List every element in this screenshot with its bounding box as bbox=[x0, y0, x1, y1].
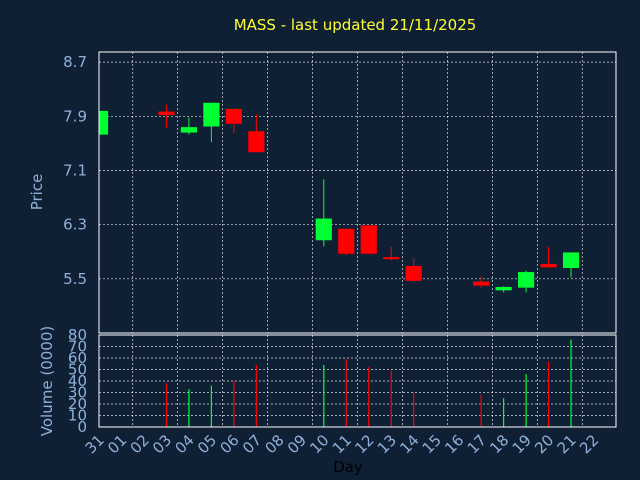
volume-grid bbox=[99, 335, 616, 427]
volume-bars bbox=[165, 339, 572, 427]
price-tick-label: 7.9 bbox=[63, 107, 87, 125]
price-grid bbox=[99, 52, 616, 333]
candle-body bbox=[383, 257, 400, 260]
candle-body bbox=[248, 131, 265, 153]
volume-tick-label: 60 bbox=[68, 349, 87, 367]
price-tick-label: 6.3 bbox=[63, 216, 87, 234]
price-tick-label: 7.1 bbox=[63, 161, 87, 179]
candle-body bbox=[225, 108, 242, 124]
candle-body bbox=[360, 225, 377, 254]
candles bbox=[99, 102, 580, 293]
price-tick-label: 8.7 bbox=[63, 53, 87, 71]
volume-tick-label: 20 bbox=[68, 395, 87, 413]
volume-tick-label: 70 bbox=[68, 338, 87, 356]
volume-tick-label: 10 bbox=[68, 407, 87, 425]
volume-tick-label: 40 bbox=[68, 372, 87, 390]
price-panel-frame bbox=[98, 51, 617, 334]
candle-body bbox=[473, 281, 490, 286]
x-tick-label: 22 bbox=[576, 431, 602, 457]
x-ticks: 3101020304050607080910111213141516171819… bbox=[82, 431, 603, 457]
candle-body bbox=[495, 286, 512, 291]
candle-body bbox=[180, 127, 198, 133]
volume-tick-label: 80 bbox=[68, 326, 87, 344]
candle-body bbox=[338, 228, 355, 254]
candle-body bbox=[540, 263, 557, 268]
candle-body bbox=[405, 265, 422, 281]
price-tick-label: 5.5 bbox=[63, 270, 87, 288]
volume-axis-label: Volume (0000) bbox=[38, 326, 56, 436]
price-y-ticks: 8.7 7.9 7.1 6.3 5.5 bbox=[63, 53, 87, 288]
candle-body bbox=[517, 272, 535, 288]
chart-title: MASS - last updated 21/11/2025 bbox=[234, 16, 477, 34]
volume-tick-label: 0 bbox=[77, 418, 87, 436]
volume-tick-label: 50 bbox=[68, 361, 87, 379]
price-axis-label: Price bbox=[28, 174, 46, 211]
candle-body bbox=[158, 111, 175, 115]
candle-body bbox=[562, 252, 580, 268]
candle-body bbox=[315, 218, 332, 241]
volume-panel-frame bbox=[98, 334, 617, 428]
candle-body bbox=[203, 102, 220, 127]
volume-tick-label: 30 bbox=[68, 384, 87, 402]
candle-body bbox=[99, 110, 109, 135]
x-axis-label: Day bbox=[333, 458, 363, 476]
